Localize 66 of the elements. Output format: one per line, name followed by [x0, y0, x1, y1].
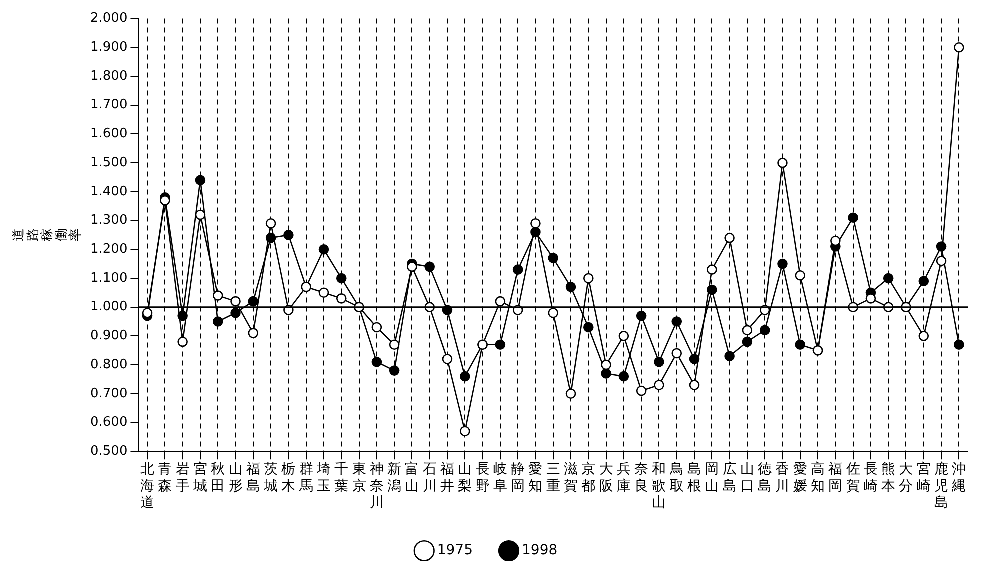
x-tick-label: 長野: [476, 462, 490, 494]
y-tick-label: 1.900: [90, 40, 128, 56]
y-tick-label: 1.500: [90, 155, 128, 170]
x-tick-label: 茨城: [263, 462, 278, 494]
x-tick-label: 大阪: [599, 462, 614, 494]
x-tick-label: 福島: [246, 462, 260, 494]
x-tick-label: 群馬: [298, 462, 314, 494]
y-tick-label: 1.600: [90, 126, 128, 142]
x-tick-label: 青森: [158, 462, 172, 494]
x-tick-label: 長崎: [864, 462, 878, 494]
x-tick-label: 栃木: [282, 462, 296, 494]
x-tick-label: 鹿児島: [934, 462, 949, 512]
x-tick-label: 岡山: [705, 462, 720, 494]
x-tick-label: 滋賀: [564, 462, 578, 494]
x-tick-label: 埼玉: [316, 462, 331, 494]
x-tick-label: 島根: [688, 462, 702, 494]
x-tick-label: 千葉: [334, 462, 349, 494]
x-tick-label: 北海道: [140, 462, 155, 512]
x-tick-label: 奈良: [634, 462, 649, 494]
y-tick-label: 1.100: [90, 270, 128, 286]
x-tick-label: 福井: [440, 462, 454, 494]
y-tick-label: 0.600: [90, 415, 128, 430]
x-tick-label: 富山: [405, 462, 420, 494]
x-tick-label: 香川: [776, 462, 790, 494]
x-tick-label: 佐賀: [846, 462, 860, 494]
x-tick-label: 京都: [582, 462, 596, 494]
x-tick-label: 岩手: [176, 462, 190, 494]
x-tick-label: 宮城: [192, 462, 208, 494]
y-tick-label: 0.900: [90, 328, 128, 344]
x-tick-label: 石川: [422, 462, 437, 494]
x-tick-label: 徳島: [758, 462, 772, 494]
legend-label: 1975: [437, 542, 474, 559]
y-tick-label: 1.400: [90, 184, 128, 200]
x-tick-label: 福岡: [828, 462, 843, 494]
x-tick-label: 熊本: [882, 462, 896, 494]
x-tick-label: 神奈川: [370, 462, 384, 512]
x-tick-label: 岐阜: [493, 462, 508, 494]
y-tick-label: 0.700: [90, 386, 128, 402]
y-tick-label: 1.700: [90, 98, 128, 113]
x-tick-label: 山形: [228, 462, 243, 494]
y-tick-label: 2.000: [90, 11, 128, 26]
x-tick-label: 沖縄: [951, 462, 966, 494]
y-tick-label: 1.300: [90, 213, 128, 228]
x-tick-label: 山梨: [458, 462, 472, 494]
x-tick-label: 新潟: [388, 462, 402, 494]
y-tick-label: 1.200: [90, 242, 128, 257]
x-tick-label: 兵庫: [616, 462, 631, 494]
x-tick-label: 鳥取: [668, 462, 684, 494]
y-tick-label: 1.000: [90, 300, 128, 315]
x-tick-label: 広島: [722, 462, 737, 494]
x-tick-label: 静岡: [511, 462, 526, 494]
x-tick-label: 高知: [811, 462, 826, 494]
y-tick-label: 0.800: [90, 357, 128, 372]
x-tick-label: 愛媛: [793, 462, 808, 494]
legend-label: 1998: [522, 542, 558, 559]
x-tick-label: 大分: [899, 462, 914, 494]
y-tick-label: 1.800: [90, 68, 128, 84]
x-tick-label: 秋田: [211, 462, 226, 494]
x-tick-label: 三重: [546, 462, 560, 494]
y-axis-title: 道路稼働率: [12, 228, 84, 242]
y-tick-label: 0.500: [90, 444, 128, 459]
x-tick-label: 宮崎: [916, 462, 931, 494]
x-tick-label: 和歌山: [652, 462, 666, 512]
x-tick-label: 愛知: [528, 462, 543, 494]
x-tick-label: 東京: [352, 462, 366, 494]
x-tick-label: 山口: [740, 462, 754, 494]
